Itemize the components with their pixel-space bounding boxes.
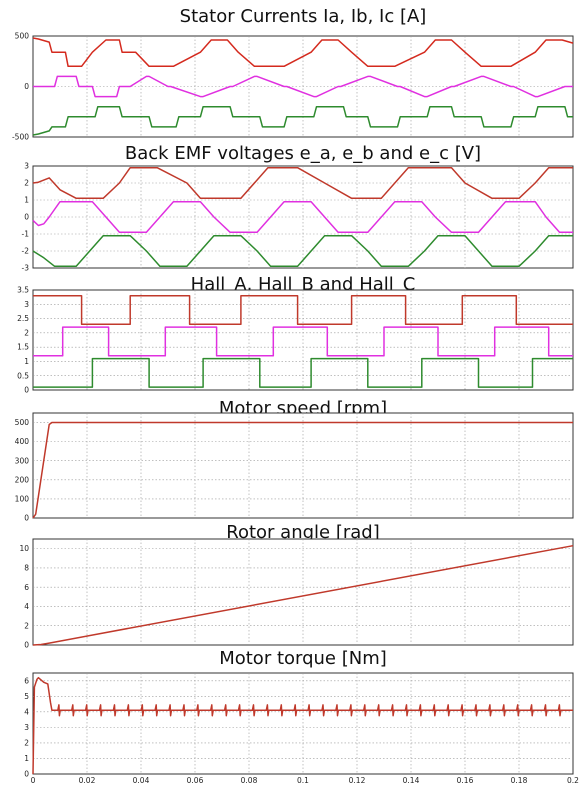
y-tick-label: 1.5 [17,343,29,352]
y-tick-label: 0 [24,82,29,91]
y-tick-label: 6 [24,583,29,592]
y-tick-label: 4 [24,602,29,611]
y-tick-label: -3 [22,264,30,273]
x-tick-label: 0.12 [349,776,366,785]
y-tick-label: -2 [22,247,30,256]
y-tick-label: 1 [24,754,29,763]
y-tick-label: 3.5 [17,286,29,295]
x-tick-label: 0.2 [567,776,579,785]
y-tick-label: 2 [24,621,29,630]
x-tick-label: 0.18 [511,776,528,785]
y-tick-label: 3 [24,300,29,309]
y-tick-label: 4 [24,707,29,716]
series-line-1 [32,421,573,519]
y-tick-label: 0 [24,386,29,395]
chart-title: Rotor angle [rad] [226,522,379,543]
y-tick-label: 2 [24,739,29,748]
y-tick-label: 0 [24,641,29,650]
y-tick-label: 0 [24,514,29,523]
y-tick-label: 1 [24,196,29,205]
y-tick-label: 500 [15,418,30,427]
x-tick-label: 0.04 [133,776,150,785]
x-tick-label: 0.08 [241,776,258,785]
y-tick-label: 2 [24,328,29,337]
chart-panel-6: Motor torque [Nm] 6 5 4 3 2 1 00 0.02 0.04 0.06 0.0… [24,648,579,785]
chart-title: Back EMF voltages e_a, e_b and e_c [V] [125,143,481,164]
series-line-2 [33,75,573,98]
series-line-1 [32,544,574,646]
y-tick-label: -1 [22,230,30,239]
y-tick-label: 6 [24,676,29,685]
y-tick-label: 300 [15,456,30,465]
y-tick-label: 2 [24,179,29,188]
y-tick-label: 400 [15,437,30,446]
x-tick-label: 0.14 [403,776,420,785]
y-tick-label: 100 [15,495,30,504]
y-tick-label: 3 [24,162,29,171]
x-tick-label: 0.16 [457,776,474,785]
chart-title: Stator Currents Ia, Ib, Ic [A] [180,6,427,27]
x-tick-label: 0.06 [187,776,204,785]
series-line-2 [32,200,573,234]
series-line-1 [32,676,573,775]
chart-panel-1: Stator Currents Ia, Ib, Ic [A] 500 0 -500 [12,6,574,142]
y-tick-label: 1 [24,357,29,366]
series-line-1 [32,166,573,200]
series-line-1 [33,294,573,326]
y-tick-label: 10 [19,544,29,553]
y-tick-label: -500 [12,133,29,142]
series-line-3 [32,234,573,268]
y-tick-label: 500 [15,32,30,41]
x-tick-label: 0 [31,776,36,785]
chart-title: Motor torque [Nm] [219,648,387,669]
series-line-2 [33,326,573,357]
y-tick-label: 3 [24,723,29,732]
y-tick-label: 8 [24,564,29,573]
y-tick-label: 2.5 [17,314,29,323]
chart-panel-2: Back EMF voltages e_a, e_b and e_c [V] 3 2… [22,143,574,273]
series-line-3 [32,105,573,136]
x-tick-label: 0.02 [79,776,96,785]
y-tick-label: 0.5 [17,371,29,380]
y-tick-label: 0 [24,770,29,779]
y-tick-label: 5 [24,692,29,701]
y-tick-label: 0 [24,213,29,222]
chart-panel-5: Rotor angle [rad] 10 8 6 4 2 0 [19,522,574,650]
series-line-3 [33,357,573,388]
chart-panel-3: Hall_A, Hall_B and Hall_C3.532.521.510.5… [17,274,574,395]
y-tick-label: 200 [15,475,30,484]
x-tick-label: 0.1 [297,776,309,785]
series-line-1 [32,37,574,68]
